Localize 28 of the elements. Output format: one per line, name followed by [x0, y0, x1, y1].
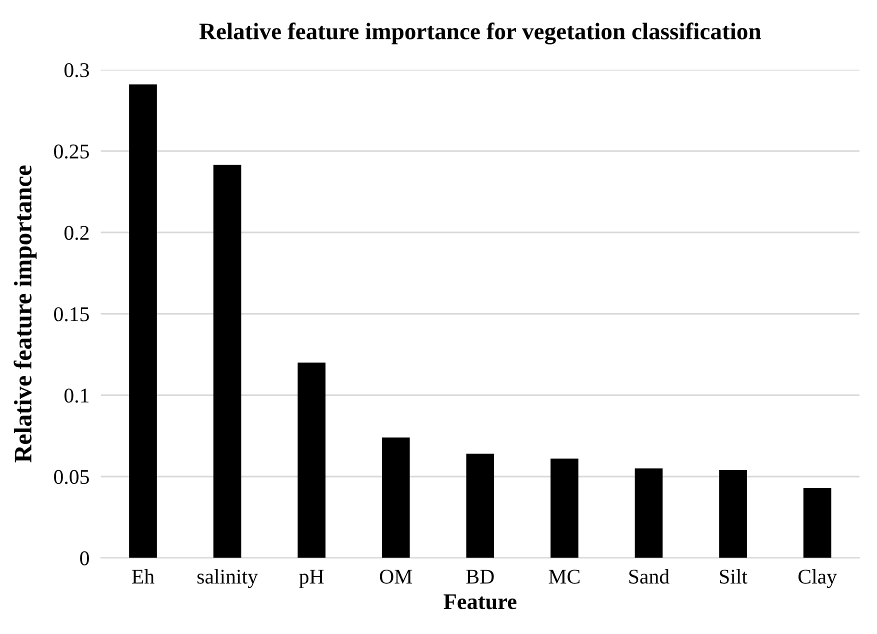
y-axis-title: Relative feature importance [14, 165, 37, 462]
x-tick-label: salinity [197, 569, 258, 588]
y-tick-label: 0.15 [54, 307, 89, 322]
x-axis-title: Feature [444, 594, 516, 610]
bar [803, 488, 832, 558]
bar [298, 362, 326, 558]
y-tick-label: 0 [80, 551, 89, 566]
bar [129, 84, 157, 558]
x-tick-label: Sand [629, 569, 670, 584]
bar [382, 438, 410, 558]
x-tick-label: Silt [720, 569, 748, 584]
x-tick-label: Eh [132, 569, 154, 584]
x-tick-label: BD [466, 570, 494, 584]
x-tick-label: MC [548, 570, 580, 584]
y-tick-label: 0.3 [64, 63, 89, 78]
y-tick-label: 0.1 [64, 388, 88, 403]
bar [466, 454, 494, 558]
y-tick-label: 0.05 [54, 470, 89, 484]
x-tick-label: OM [380, 570, 412, 584]
chart-title: Relative feature importance for vegetation classification [199, 22, 761, 44]
bar [550, 458, 578, 558]
x-tick-label: Clay [798, 569, 837, 588]
x-tick-label: pH [299, 570, 324, 588]
bar [213, 164, 242, 558]
y-tick-label: 0.2 [64, 226, 89, 240]
bar [719, 470, 747, 558]
y-tick-label: 0.25 [54, 144, 89, 159]
bar [634, 468, 663, 558]
